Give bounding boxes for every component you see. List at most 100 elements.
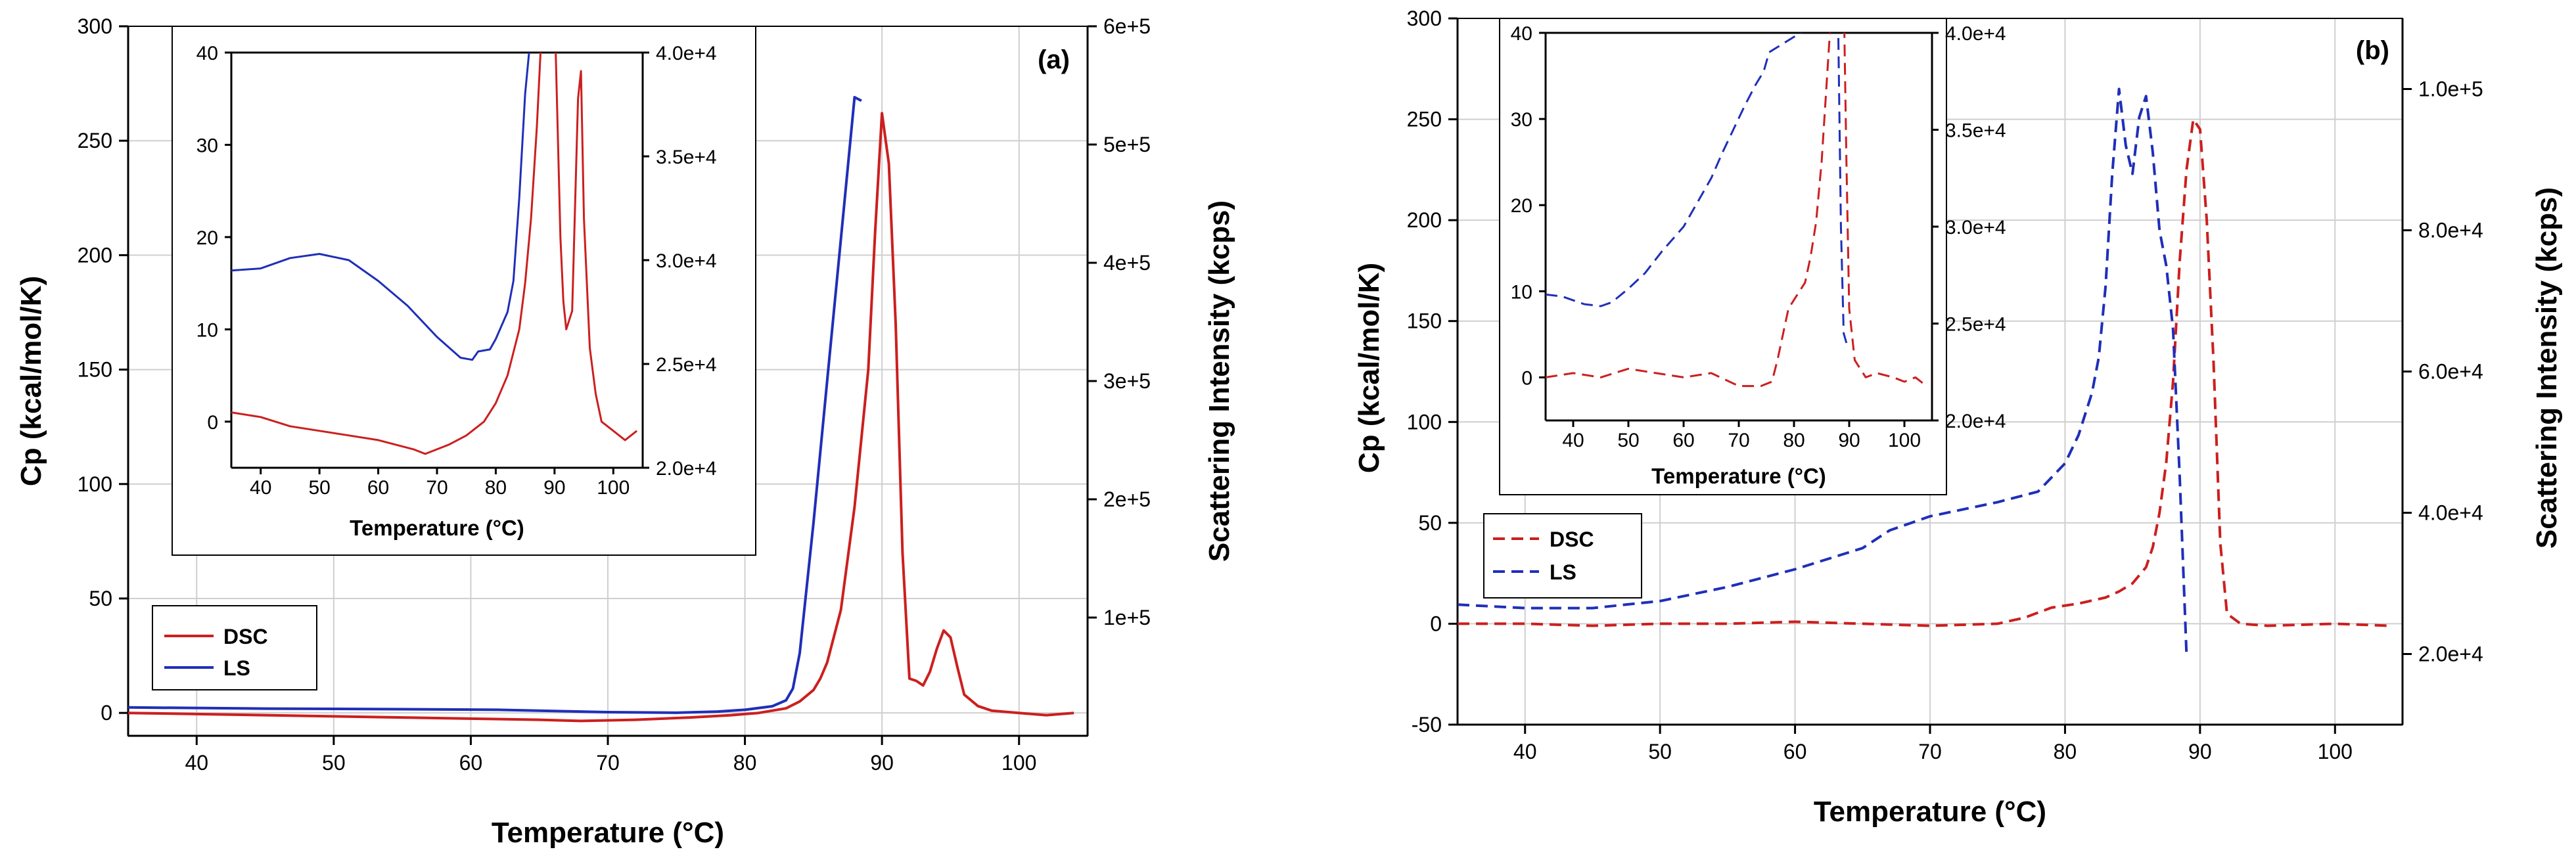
x-tick-label: 50 — [1617, 430, 1639, 451]
x-tick-label: 80 — [1783, 430, 1805, 451]
x-tick-label: 40 — [250, 477, 271, 499]
y2-tick-label: 4e+5 — [1103, 251, 1151, 275]
y-tick-label: 100 — [1407, 410, 1442, 434]
series-line-dsc — [128, 112, 1074, 723]
x-tick-label: 100 — [597, 477, 630, 499]
legend-label-dsc: DSC — [1550, 528, 1594, 551]
x-tick-label: 60 — [1672, 430, 1694, 451]
series-lines — [128, 96, 1074, 723]
x-axis-title: Temperature (°C) — [1814, 796, 2046, 828]
y-ticks: -50 0 50 100 150 200 250 300 — [1407, 7, 1458, 736]
x-tick-label: 80 — [485, 477, 507, 499]
y2-tick-label: 2.0e+4 — [656, 458, 717, 480]
y-tick-label: 300 — [1407, 7, 1442, 30]
y2-tick-label: 2.0e+4 — [2418, 643, 2483, 666]
series-line-dsc — [1458, 118, 2389, 627]
y2-tick-label: 1.0e+5 — [2418, 78, 2483, 101]
x-tick-label: 80 — [733, 751, 757, 775]
inset-x-ticks: 40 50 60 70 80 90 100 — [250, 468, 630, 499]
y-tick-label: 0 — [1430, 612, 1442, 635]
x-tick-label: 60 — [1783, 740, 1807, 763]
y2-tick-label: 3.5e+4 — [656, 147, 717, 168]
y-axis-title: Cp (kcal/mol/K) — [15, 276, 47, 486]
x-tick-label: 70 — [596, 751, 620, 775]
x-ticks: 40 50 60 70 80 90 100 — [1513, 725, 2353, 763]
y2-tick-label: 3.0e+4 — [1945, 217, 2006, 238]
y2-tick-label: 8.0e+4 — [2418, 219, 2483, 242]
y2-tick-label: 2.5e+4 — [1945, 314, 2006, 336]
y-tick-label: 10 — [1511, 281, 1532, 303]
inset-y-ticks: 0 10 20 30 40 — [196, 43, 231, 434]
series-line-ls — [1458, 87, 2188, 654]
inset-x-axis-title: Temperature (°C) — [1651, 464, 1826, 488]
y-tick-label: 10 — [196, 319, 218, 341]
x-tick-label: 40 — [1562, 430, 1584, 451]
x-tick-label: 60 — [367, 477, 389, 499]
inset-a: 40 50 60 70 80 90 100 0 10 20 30 40 2.0e+4 2.5e+4 3.… — [172, 26, 756, 556]
y-tick-label: 150 — [1407, 309, 1442, 333]
x-tick-label: 50 — [1648, 740, 1672, 763]
inset-x-ticks: 40 50 60 70 80 90 100 — [1562, 420, 1921, 451]
x-tick-label: 70 — [1918, 740, 1942, 763]
inset-series-lines — [231, 53, 638, 455]
panel-label: (a) — [1038, 45, 1070, 74]
y-tick-label: 150 — [78, 358, 112, 382]
y2-ticks: 1e+5 2e+5 3e+5 4e+5 5e+5 6e+5 — [1088, 14, 1151, 629]
inset-y2-ticks: 2.0e+4 2.5e+4 3.0e+4 3.5e+4 4.0e+4 — [1932, 23, 2006, 432]
y2-tick-label: 4.0e+4 — [656, 43, 717, 64]
x-axis-title: Temperature (°C) — [492, 817, 724, 849]
y2-ticks: 2.0e+4 4.0e+4 6.0e+4 8.0e+4 1.0e+5 — [2403, 78, 2483, 666]
legend: DSC LS — [1483, 513, 1642, 598]
x-tick-label: 100 — [1001, 751, 1036, 775]
x-tick-label: 50 — [308, 477, 330, 499]
x-tick-label: 80 — [2054, 740, 2077, 763]
x-tick-label: 70 — [1728, 430, 1749, 451]
x-tick-label: 100 — [1888, 430, 1921, 451]
legend-label-dsc: DSC — [223, 625, 268, 648]
y-tick-label: 250 — [1407, 108, 1442, 131]
legend-label-ls: LS — [1550, 560, 1576, 584]
y2-axis-title: Scattering Intensity (kcps) — [2531, 187, 2563, 549]
x-tick-label: 90 — [543, 477, 565, 499]
y2-tick-label: 4.0e+4 — [1945, 23, 2006, 45]
x-tick-label: 90 — [2188, 740, 2212, 763]
inset-y2-ticks: 2.0e+4 2.5e+4 3.0e+4 3.5e+4 4.0e+4 — [643, 43, 717, 480]
y2-tick-label: 5e+5 — [1103, 133, 1151, 156]
inset-series-lines — [1546, 33, 1927, 388]
y2-tick-label: 2.0e+4 — [1945, 411, 2006, 432]
legend: DSC LS — [152, 605, 317, 690]
y-tick-label: 100 — [78, 472, 112, 496]
y-tick-label: 30 — [1511, 109, 1532, 131]
y-tick-label: 20 — [1511, 195, 1532, 217]
y-tick-label: 0 — [1521, 367, 1532, 389]
y-tick-label: 40 — [1511, 23, 1532, 45]
legend-box — [1483, 513, 1642, 598]
x-tick-label: 50 — [322, 751, 346, 775]
y-axis-title: Cp (kcal/mol/K) — [1353, 263, 1385, 473]
panel-label: (b) — [2356, 36, 2389, 65]
x-tick-label: 90 — [1838, 430, 1860, 451]
x-tick-label: 40 — [185, 751, 208, 775]
y2-axis-title: Scattering Intensity (kcps) — [1203, 200, 1235, 562]
series-lines — [1458, 87, 2389, 654]
y2-tick-label: 2.5e+4 — [656, 354, 717, 376]
y2-tick-label: 3.5e+4 — [1945, 120, 2006, 142]
y-tick-label: 300 — [78, 14, 112, 38]
y2-tick-label: 4.0e+4 — [2418, 501, 2483, 525]
x-tick-label: 100 — [2318, 740, 2353, 763]
y2-tick-label: 6e+5 — [1103, 14, 1151, 38]
series-line-ls — [128, 96, 862, 714]
y-ticks: 0 50 100 150 200 250 300 — [78, 14, 128, 725]
x-tick-label: 40 — [1513, 740, 1537, 763]
y-tick-label: 200 — [1407, 208, 1442, 232]
y-tick-label: 20 — [196, 227, 218, 249]
y-tick-label: 0 — [207, 412, 218, 434]
y2-tick-label: 3e+5 — [1103, 369, 1151, 393]
x-tick-label: 60 — [459, 751, 483, 775]
y-tick-label: 200 — [78, 243, 112, 267]
y2-tick-label: 6.0e+4 — [2418, 360, 2483, 384]
y-tick-label: 50 — [89, 587, 112, 610]
